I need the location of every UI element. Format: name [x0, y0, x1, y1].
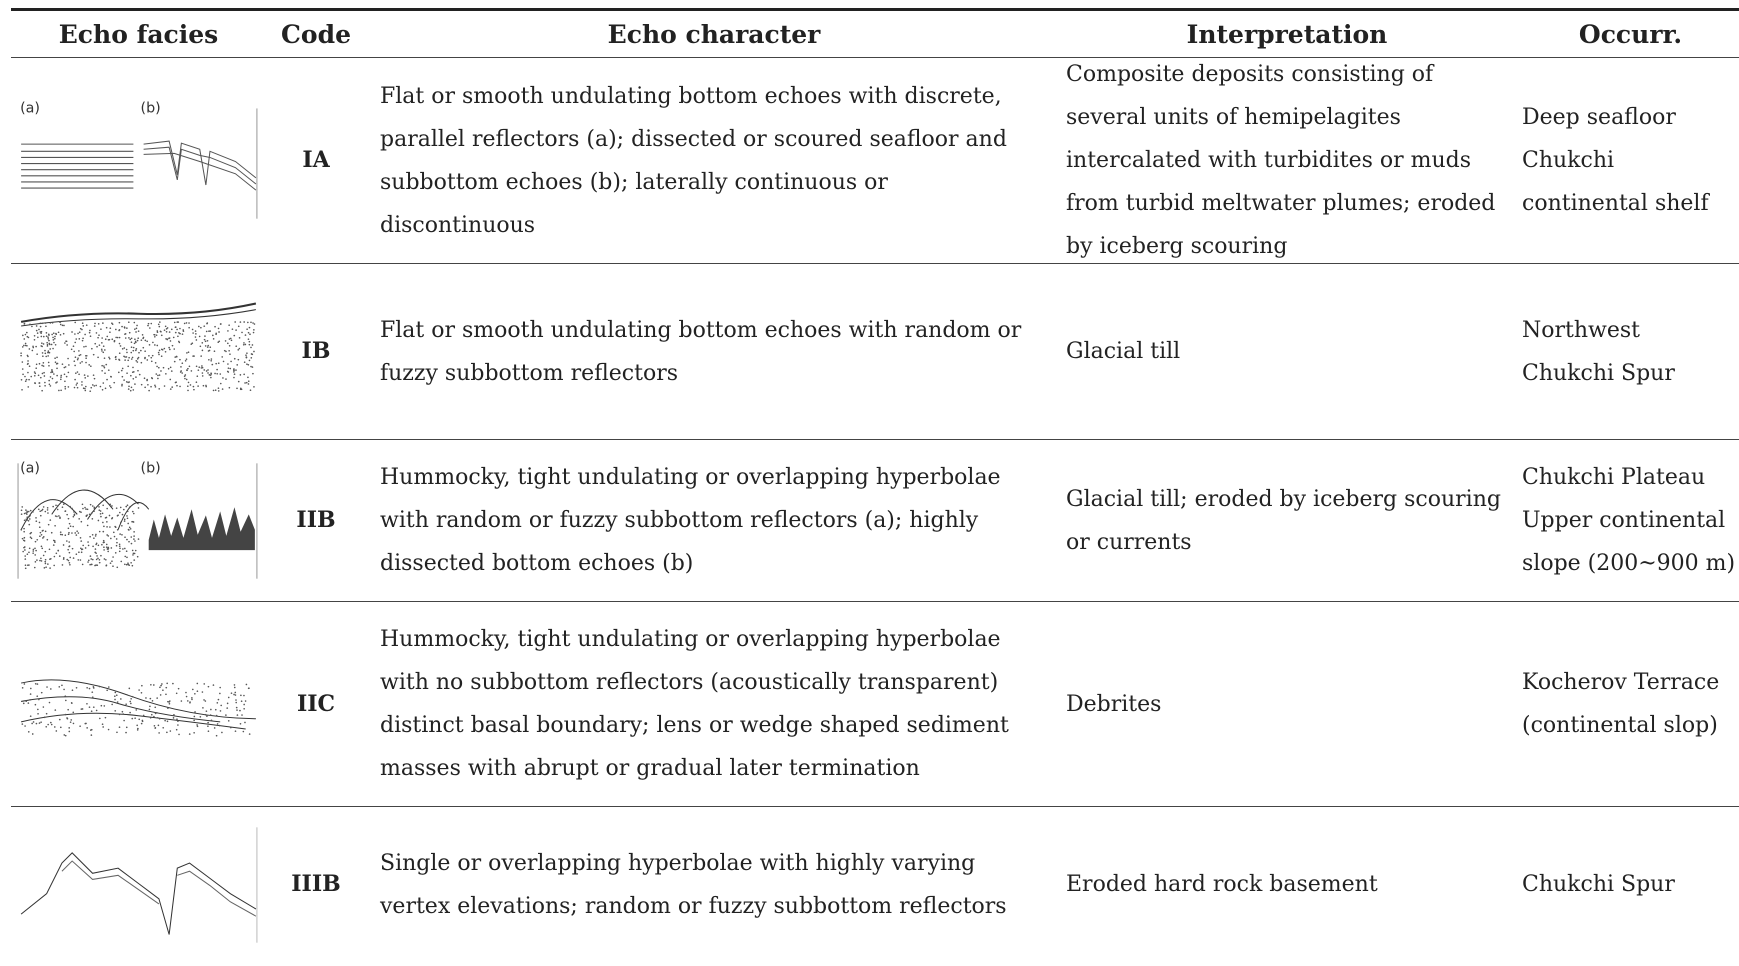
code: IIB [296, 507, 336, 533]
echo-sketch [20, 302, 257, 393]
interpretation: Glacial till; eroded by iceberg scouring… [1066, 486, 1501, 555]
echo-sketch [20, 678, 256, 737]
echo-character: Single or overlapping hyperbolae with hi… [380, 850, 1007, 919]
code: IIC [296, 690, 336, 717]
occurrence-item: Chukchi Spur [1522, 872, 1675, 897]
figure-label: (b) [141, 101, 161, 117]
table-row: (a) (b) IIB Hummocky, tight undulating or o… [11, 440, 1739, 602]
echo-sketch [20, 827, 258, 943]
header-cell: Code [281, 19, 351, 49]
table-row: IB Flat or smooth undulating bottom echoe… [11, 264, 1739, 440]
occurrence-item: Northwest Chukchi Spur [1522, 317, 1675, 386]
header-cell: Occurr. [1578, 19, 1683, 49]
echo-sketch: (a) (b) [20, 101, 258, 219]
figure-label: (a) [20, 461, 40, 477]
interpretation: Composite deposits consisting of several… [1066, 62, 1496, 259]
table-row: IIC Hummocky, tight undulating or overlap… [11, 602, 1739, 807]
echo-character: Hummocky, tight undulating or overlappin… [380, 627, 1009, 781]
echo-character: Hummocky, tight undulating or overlappin… [380, 465, 1001, 576]
figure-cell [11, 264, 266, 439]
table: Echo facies Code Echo character Interpre… [11, 8, 1739, 962]
occurrence: Kocherov Terrace (continental slop) [1512, 602, 1739, 806]
occurrence-item: Chukchi Plateau [1522, 465, 1706, 490]
interpretation: Eroded hard rock basement [1066, 872, 1378, 897]
interpretation: Debrites [1066, 691, 1162, 717]
header-cell: Interpretation [1186, 19, 1388, 49]
table-row: (a) (b) IA Flat or smooth undulating bottom… [11, 58, 1739, 264]
echo-character: Flat or smooth undulating bottom echoes … [380, 317, 1022, 386]
figure-cell: (a) (b) [11, 58, 266, 263]
figure-cell [11, 807, 266, 962]
occurrence-item: Deep seafloor [1522, 105, 1676, 130]
header-cell: Echo facies [58, 19, 219, 49]
figure-label: (b) [141, 461, 161, 477]
code: IIIB [291, 871, 341, 897]
occurrence-item: Chukchi continental shelf [1522, 148, 1709, 216]
header-cell: Echo character [607, 19, 821, 49]
figure-cell [11, 602, 266, 806]
table-row: IIIB Single or overlapping hyperbolae wit… [11, 807, 1739, 962]
code: IB [301, 338, 331, 364]
figure-cell: (a) (b) [11, 440, 266, 601]
figure-label: (a) [20, 101, 40, 117]
code: IA [302, 147, 330, 173]
occurrence: Chukchi Plateau Upper continental slope (… [1512, 440, 1739, 601]
occurrence: Northwest Chukchi Spur [1512, 264, 1739, 439]
header-row: Echo facies Code Echo character Interpre… [11, 8, 1739, 58]
interpretation: Glacial till [1066, 339, 1181, 364]
occurrence: Deep seafloor Chukchi continental shelf [1512, 58, 1739, 263]
echo-sketch: (a) (b) [17, 461, 258, 579]
occurrence-item: Kocherov Terrace (continental slop) [1522, 670, 1720, 738]
occurrence-item: Upper continental slope (200~900 m) [1522, 508, 1736, 576]
occurrence: Chukchi Spur [1512, 807, 1739, 962]
echo-character: Flat or smooth undulating bottom echoes … [380, 83, 1007, 238]
